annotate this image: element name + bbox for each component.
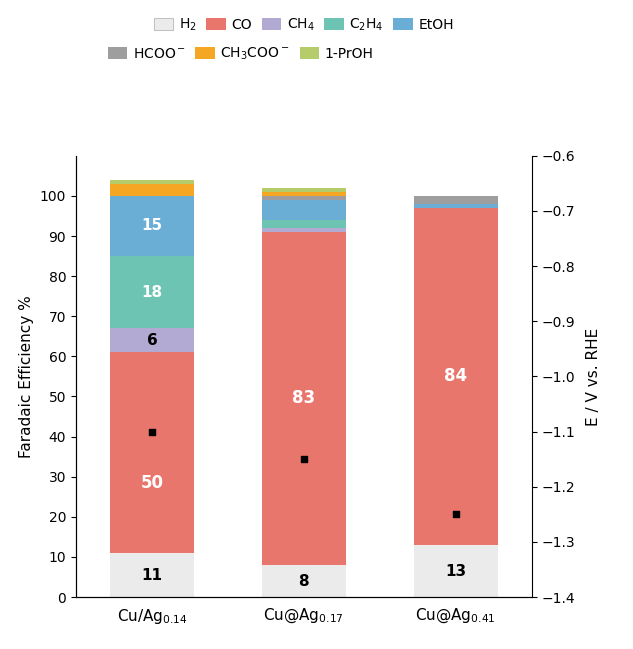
Text: 18: 18 <box>141 285 163 300</box>
Y-axis label: E / V vs. RHE: E / V vs. RHE <box>586 327 601 426</box>
Text: 50: 50 <box>141 474 163 492</box>
Text: 6: 6 <box>147 333 157 348</box>
Text: 15: 15 <box>141 219 163 234</box>
Bar <box>262 192 346 196</box>
Bar <box>262 200 346 220</box>
Bar <box>414 208 498 545</box>
Point <box>299 454 309 465</box>
Bar <box>262 220 346 228</box>
Bar <box>110 180 194 184</box>
Bar <box>110 184 194 196</box>
Bar <box>110 553 194 597</box>
Y-axis label: Faradaic Efficiency %: Faradaic Efficiency % <box>20 295 34 458</box>
Bar <box>262 228 346 232</box>
Text: 83: 83 <box>292 389 315 408</box>
Bar <box>414 204 498 208</box>
Bar <box>414 545 498 597</box>
Text: 8: 8 <box>299 574 309 589</box>
Text: 84: 84 <box>444 367 467 386</box>
Bar <box>110 256 194 328</box>
Bar <box>110 196 194 256</box>
Bar <box>110 328 194 352</box>
Legend: H$_2$, CO, CH$_4$, C$_2$H$_4$, EtOH: H$_2$, CO, CH$_4$, C$_2$H$_4$, EtOH <box>154 17 454 33</box>
Bar <box>262 565 346 597</box>
Bar <box>414 196 498 204</box>
Bar <box>262 232 346 565</box>
Bar <box>262 188 346 192</box>
Point <box>147 426 157 437</box>
Legend: HCOO$^-$, CH$_3$COO$^-$, 1-PrOH: HCOO$^-$, CH$_3$COO$^-$, 1-PrOH <box>108 46 373 62</box>
Bar <box>110 352 194 553</box>
Text: 11: 11 <box>141 567 163 583</box>
Bar <box>262 196 346 200</box>
Point <box>451 509 461 520</box>
Text: 13: 13 <box>445 563 467 578</box>
